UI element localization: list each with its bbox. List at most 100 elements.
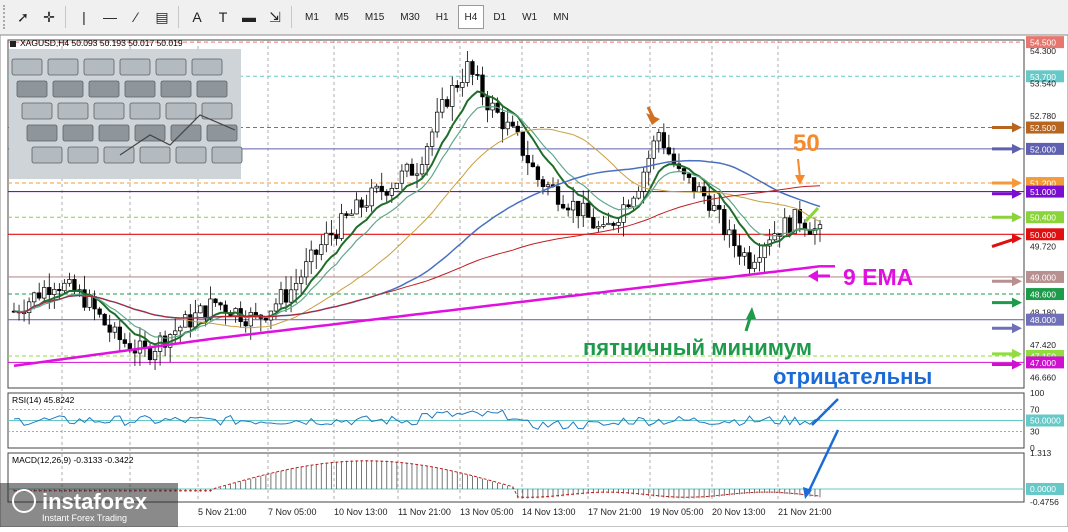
candle-body (409, 163, 415, 176)
watermark-bg (0, 483, 178, 527)
price-axis-label: 51.200 (1030, 179, 1056, 189)
candle-body (314, 249, 319, 255)
candle-body (525, 155, 530, 164)
fibonacci-icon[interactable]: ▤ (155, 8, 169, 25)
candle-body (450, 85, 455, 107)
candle-body (349, 213, 354, 216)
candle-body (762, 245, 767, 259)
candle-body (203, 305, 208, 319)
candle-body (581, 202, 586, 217)
timeframe-m5[interactable]: M5 (334, 11, 349, 23)
macd-scale-label: 1.313 (1030, 448, 1052, 458)
silver-bar (31, 146, 63, 164)
candle-body (208, 298, 213, 319)
price-tag-bg (1026, 228, 1064, 241)
time-axis-label: 17 Nov 21:00 (588, 507, 642, 517)
price-tag-bg (1026, 36, 1064, 49)
timeframe-m15[interactable]: M15 (364, 11, 385, 23)
candle-body (455, 85, 460, 88)
silver-bar (211, 146, 243, 164)
candle-body (324, 232, 329, 246)
rsi-scale-label: 0 (1030, 443, 1035, 453)
candle-body (465, 61, 470, 83)
timeframe-m1[interactable]: M1 (305, 11, 319, 23)
candle-body (263, 318, 269, 321)
level-arrow-head (1012, 188, 1022, 199)
cursor-icon[interactable]: ➚ (17, 8, 29, 25)
candle-body (414, 173, 420, 176)
candle-body (87, 296, 92, 308)
candle-body (223, 304, 228, 313)
candle-body (359, 199, 364, 208)
silver-bars-photo (9, 49, 243, 179)
arrows-icon[interactable]: ⇲ (269, 8, 281, 25)
candle-body (354, 199, 359, 215)
candle-body (470, 61, 475, 75)
level-arrow-head (1012, 212, 1022, 223)
timeframe-w1[interactable]: W1 (522, 11, 538, 23)
vertical-line-icon[interactable]: | (82, 9, 86, 25)
candle-body (399, 170, 405, 184)
price-axis-label: 54.300 (1030, 46, 1056, 56)
silver-bar (88, 80, 120, 98)
price-tag-bg (1026, 313, 1064, 326)
candle-body (601, 224, 606, 227)
time-axis-label: 7 Nov 05:00 (268, 507, 317, 517)
price-axis-label: 47.420 (1030, 340, 1056, 350)
candle-body (817, 224, 823, 230)
price-tag-bg (1026, 185, 1064, 198)
silver-bar (124, 80, 156, 98)
price-axis-label: 49.000 (1030, 272, 1056, 282)
instaforex-logo-icon (12, 489, 36, 513)
text-icon[interactable]: A (192, 9, 202, 25)
level-arrow-head (1012, 276, 1022, 287)
silver-bar (26, 124, 58, 142)
candle-body (656, 132, 661, 142)
price-tag-bg (1026, 70, 1064, 83)
timeframe-mn[interactable]: MN (553, 11, 569, 23)
price-axis-label: 52.500 (1030, 123, 1056, 133)
timeframe-d1[interactable]: D1 (493, 11, 507, 23)
horizontal-line-icon[interactable]: — (103, 9, 117, 25)
candle-body (283, 289, 289, 303)
candle-body (37, 292, 42, 299)
candle-body (329, 232, 334, 236)
candle-body (183, 314, 188, 328)
price-axis-label: 51.000 (1030, 187, 1056, 197)
candle-body (379, 185, 384, 192)
candle-body (651, 140, 656, 159)
text-label-icon[interactable]: T (218, 9, 228, 25)
rectangle-icon[interactable]: ▬ (242, 9, 256, 25)
rsi-scale-label: 30 (1030, 427, 1040, 437)
candle-body (102, 313, 107, 326)
trendline-icon[interactable]: ⁄ (134, 9, 138, 25)
candle-body (67, 279, 72, 284)
candle-body (419, 164, 425, 175)
level-arrow-head (1012, 178, 1022, 189)
timeframe-m30[interactable]: M30 (400, 11, 420, 23)
price-tag-bg (1026, 288, 1064, 301)
timeframe-h1[interactable]: H1 (435, 11, 449, 23)
timeframe-h4[interactable]: H4 (457, 5, 485, 29)
price-tag-bg (1026, 270, 1064, 283)
candle-body (137, 340, 143, 354)
candle-body (298, 276, 304, 284)
candle-body (82, 289, 87, 308)
candle-body (596, 226, 601, 229)
candle-body (213, 298, 218, 304)
candle-body (429, 131, 435, 147)
chart-area[interactable]: 54.500 54.300 53.700 53.540 52.780 52.500 52.0… (0, 34, 1068, 528)
slow-ma-line (13, 265, 821, 368)
silver-bar (160, 80, 192, 98)
candle-body (344, 213, 349, 216)
candle-body (571, 200, 576, 211)
crosshair-icon[interactable]: ✛ (43, 8, 55, 25)
ema-9-line (13, 90, 821, 346)
annotation-fifty-arrow (797, 158, 801, 179)
time-axis-label: 19 Nov 05:00 (650, 507, 704, 517)
candle-body (122, 339, 127, 344)
candle-body (57, 288, 62, 292)
time-axis-label: 13 Nov 05:00 (460, 507, 514, 517)
candle-body (178, 326, 183, 332)
